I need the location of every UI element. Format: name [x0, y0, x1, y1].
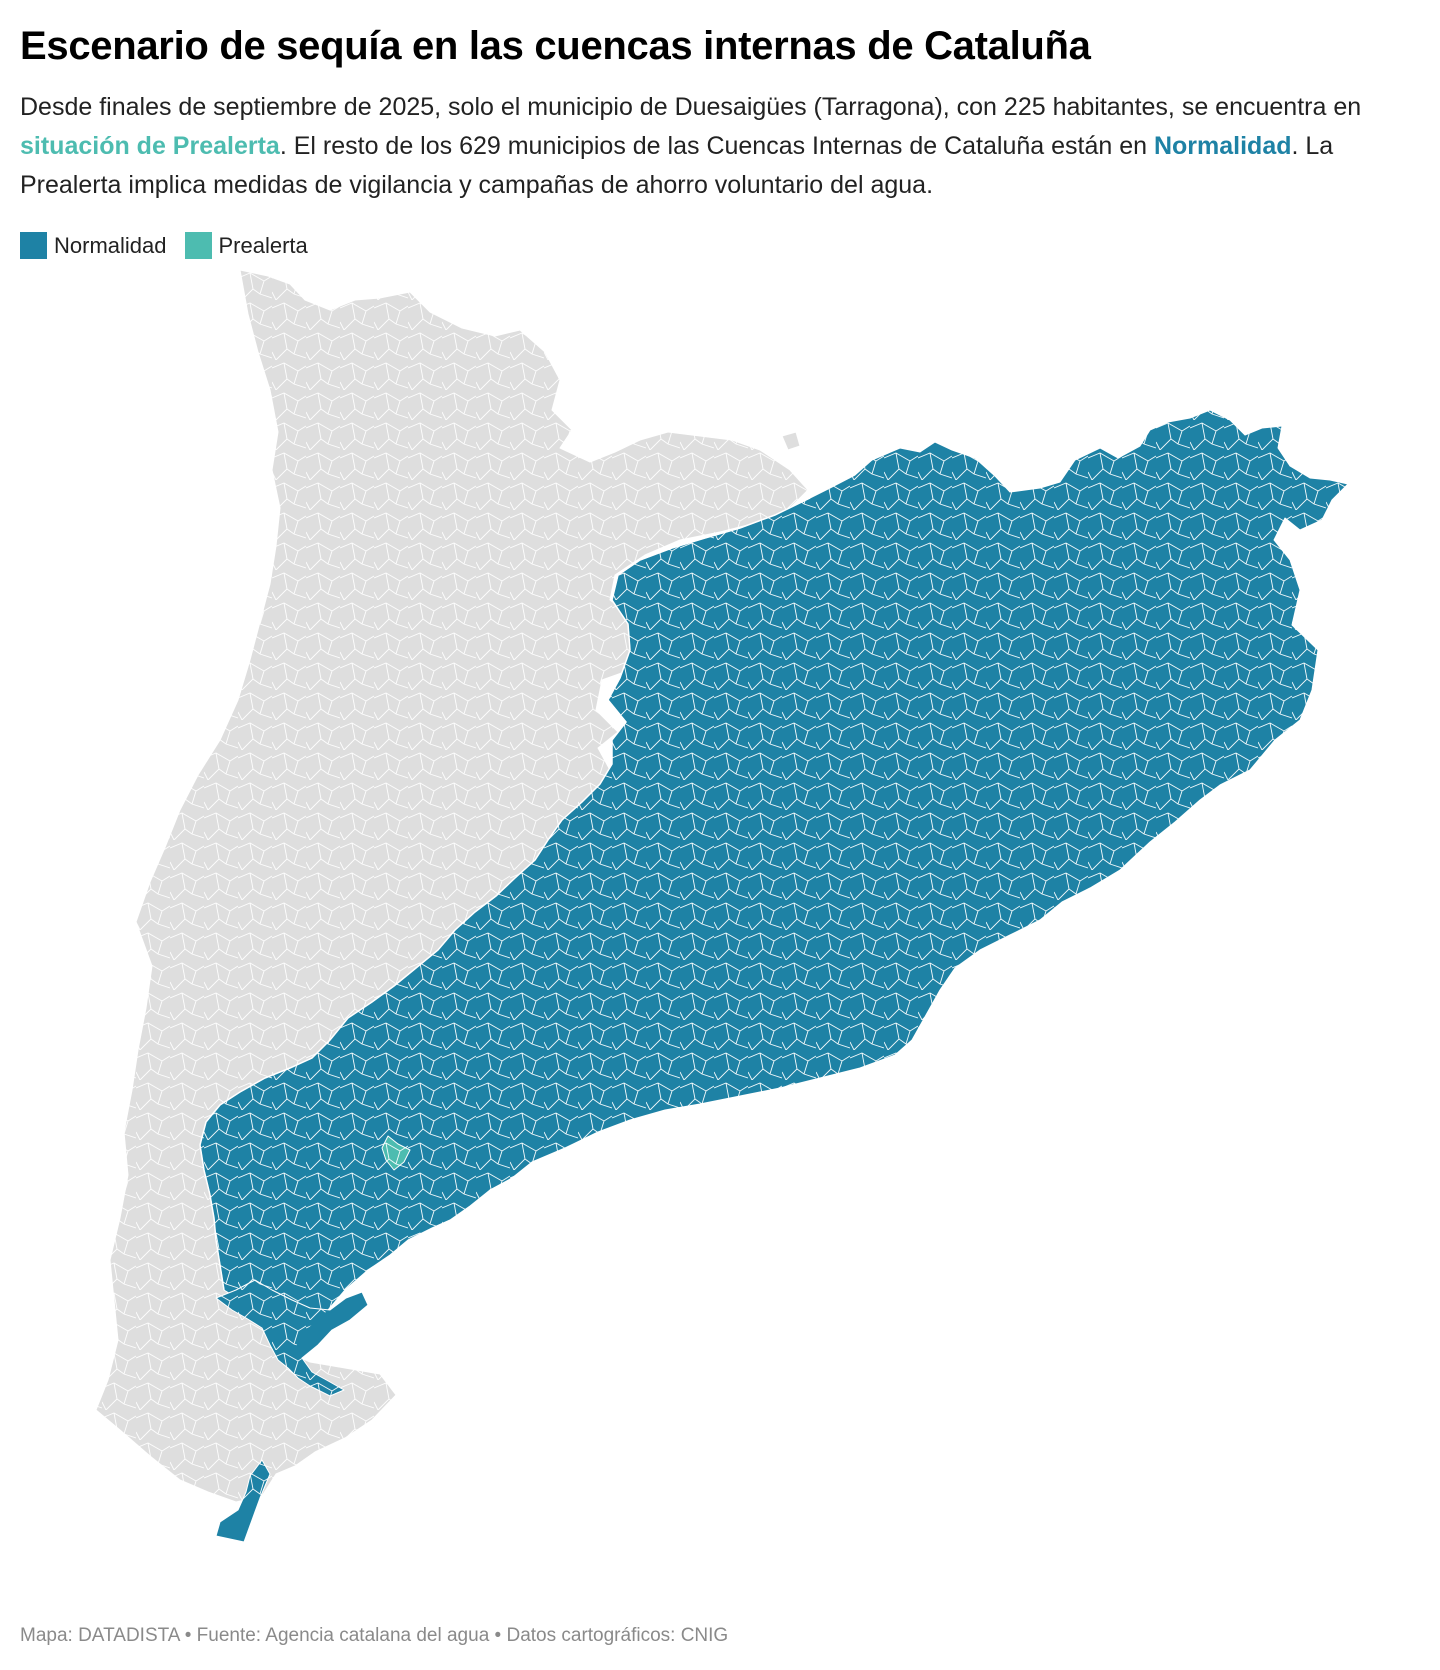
highlight-normalidad: Normalidad [1153, 132, 1292, 160]
basin-boundary [199, 497, 811, 1291]
page-title: Escenario de sequía en las cuencas inter… [20, 24, 1091, 68]
legend-swatch-prealerta [184, 232, 212, 259]
municipal-borders [96, 270, 1348, 1502]
subtitle: Desde finales de septiembre de 2025, sol… [20, 88, 1420, 205]
catalonia-map [95, 270, 1349, 1543]
legend-item-normalidad: Normalidad [20, 232, 167, 259]
legend-label-prealerta: Prealerta [218, 232, 308, 258]
source-footer: Mapa: DATADISTA • Fuente: Agencia catala… [20, 1625, 729, 1646]
subtitle-part-1: Desde finales de septiembre de 2025, sol… [20, 93, 1362, 121]
region-outside-basins-islet [781, 431, 801, 451]
legend-swatch-normalidad [20, 232, 47, 259]
highlight-prealerta: situación de Prealerta [20, 132, 280, 160]
legend-label-normalidad: Normalidad [54, 232, 167, 258]
subtitle-part-2: . El resto de los 629 municipios de las … [279, 132, 1154, 160]
subtitle-part-3: . La Prealerta implica medidas de vigila… [20, 132, 1334, 199]
legend-item-prealerta: Prealerta [184, 232, 308, 259]
legend: Normalidad Prealerta [20, 232, 326, 259]
